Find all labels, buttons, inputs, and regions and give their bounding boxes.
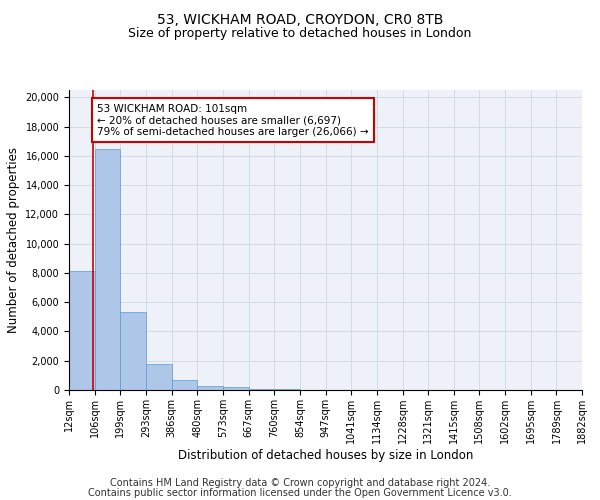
Bar [197,386,223,390]
Bar [172,380,197,390]
Text: 53 WICKHAM ROAD: 101sqm
← 20% of detached houses are smaller (6,697)
79% of semi: 53 WICKHAM ROAD: 101sqm ← 20% of detache… [97,104,369,136]
Bar [146,364,172,390]
Text: 53, WICKHAM ROAD, CROYDON, CR0 8TB: 53, WICKHAM ROAD, CROYDON, CR0 8TB [157,12,443,26]
Text: Size of property relative to detached houses in London: Size of property relative to detached ho… [128,28,472,40]
Bar [69,272,95,390]
Bar [120,312,146,390]
Text: Contains public sector information licensed under the Open Government Licence v3: Contains public sector information licen… [88,488,512,498]
Text: Contains HM Land Registry data © Crown copyright and database right 2024.: Contains HM Land Registry data © Crown c… [110,478,490,488]
X-axis label: Distribution of detached houses by size in London: Distribution of detached houses by size … [178,448,473,462]
Bar [248,388,274,390]
Bar [95,148,120,390]
Bar [223,387,248,390]
Y-axis label: Number of detached properties: Number of detached properties [7,147,20,333]
